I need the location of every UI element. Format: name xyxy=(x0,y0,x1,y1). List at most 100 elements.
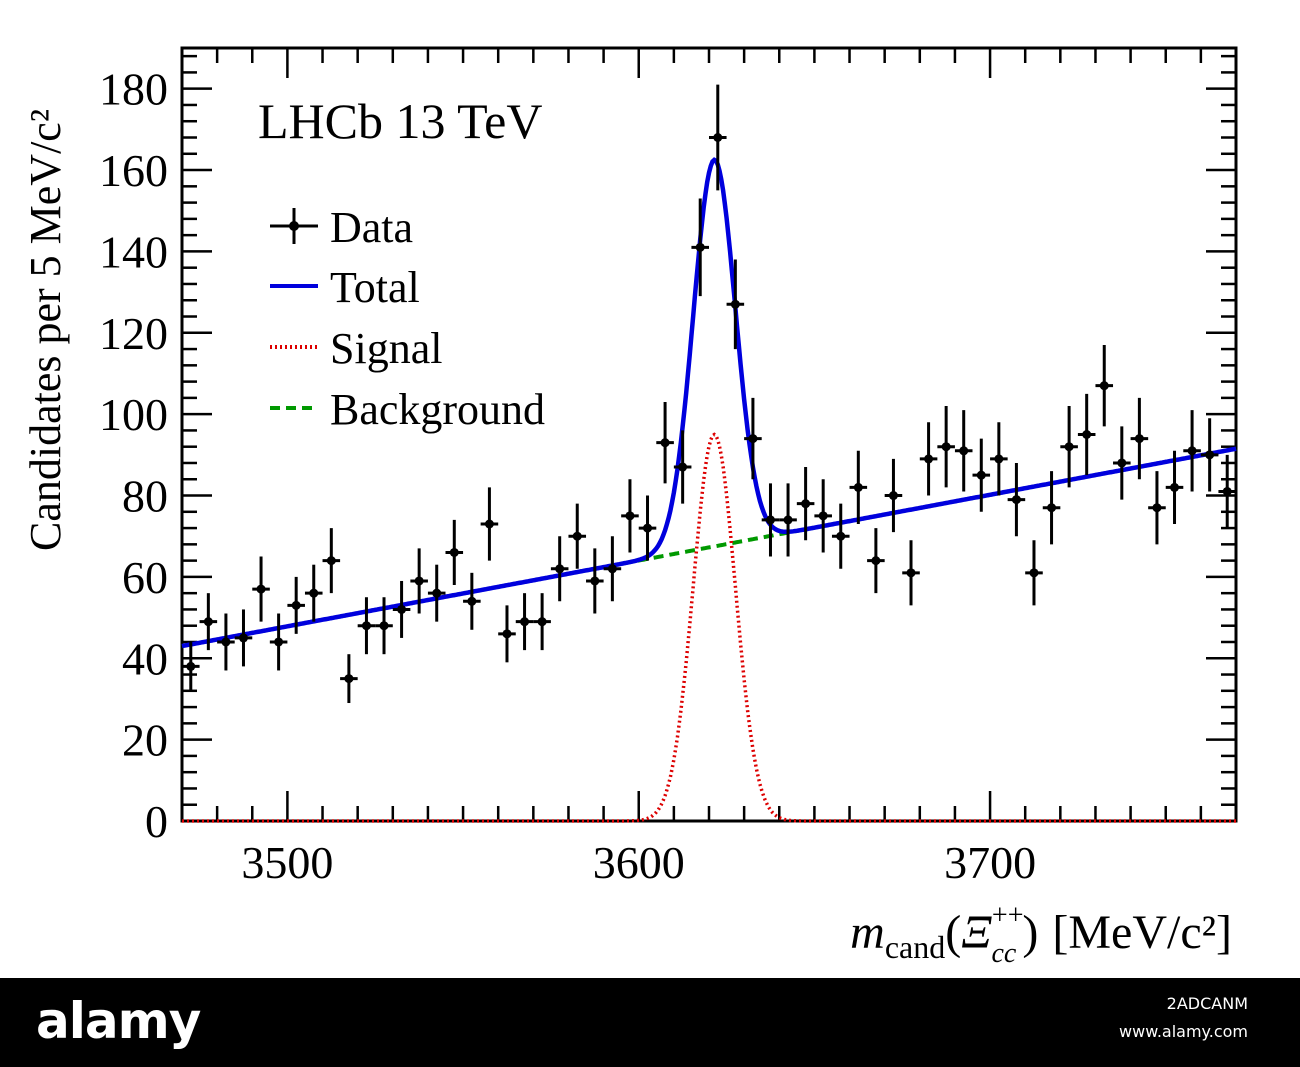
data-marker xyxy=(1064,442,1074,452)
data-point xyxy=(269,613,288,671)
data-marker xyxy=(836,531,846,541)
data-point xyxy=(1042,471,1061,545)
data-marker xyxy=(344,674,354,684)
data-point xyxy=(1148,471,1166,545)
data-marker xyxy=(906,568,916,578)
data-point xyxy=(954,410,973,492)
mass-spectrum-chart: 0 20 40 60 80 100 120 140 160 180 3500 3600 3700 LH… xyxy=(21,46,1238,969)
data-marker xyxy=(590,576,600,586)
experiment-label: LHCb 13 TeV xyxy=(258,93,542,149)
legend-total-label: Total xyxy=(330,263,420,312)
data-marker xyxy=(397,604,407,614)
data-marker xyxy=(1205,450,1215,460)
data-marker xyxy=(502,629,512,639)
site-url: www.alamy.com xyxy=(1119,1022,1248,1041)
data-point xyxy=(884,458,903,533)
data-point xyxy=(779,483,797,557)
data-point xyxy=(1060,406,1078,488)
data-point xyxy=(990,422,1008,496)
watermark-logo: alamy xyxy=(36,992,201,1050)
data-marker xyxy=(818,511,828,521)
data-marker xyxy=(186,661,196,671)
data-point xyxy=(937,406,955,488)
data-point xyxy=(427,564,446,622)
data-point xyxy=(603,536,622,602)
y-tick-label: 120 xyxy=(99,308,168,359)
y-tick-label: 140 xyxy=(99,226,168,277)
fit-curves xyxy=(181,157,1237,823)
data-point xyxy=(357,597,376,655)
data-marker xyxy=(467,596,477,606)
data-marker xyxy=(1134,434,1144,444)
data-point xyxy=(287,576,305,634)
data-marker xyxy=(238,633,248,643)
data-marker xyxy=(1222,486,1232,496)
data-marker xyxy=(1170,482,1180,492)
data-point xyxy=(638,495,657,561)
data-marker xyxy=(678,462,688,472)
data-marker xyxy=(643,523,653,533)
data-point xyxy=(849,450,868,525)
data-marker xyxy=(924,454,934,464)
legend-data-label: Data xyxy=(330,203,413,252)
data-marker xyxy=(221,637,231,647)
y-tick-label: 60 xyxy=(122,552,168,603)
data-marker xyxy=(291,600,301,610)
data-marker xyxy=(537,617,547,627)
data-marker xyxy=(607,564,617,574)
data-point xyxy=(1183,410,1201,492)
data-marker xyxy=(941,442,951,452)
y-tick-label: 0 xyxy=(145,796,168,847)
data-point xyxy=(796,467,815,541)
legend-data-marker xyxy=(270,208,318,244)
data-point xyxy=(902,540,920,606)
data-point xyxy=(340,654,358,704)
data-point xyxy=(1200,418,1219,492)
data-point xyxy=(1130,397,1149,480)
data-point xyxy=(515,593,534,651)
data-point xyxy=(709,84,727,191)
data-point xyxy=(814,479,832,553)
data-marker xyxy=(484,519,494,529)
data-marker xyxy=(994,454,1004,464)
data-marker xyxy=(695,242,705,252)
data-point xyxy=(831,503,850,569)
data-marker xyxy=(801,499,811,509)
data-point xyxy=(550,536,569,602)
y-tick-label: 40 xyxy=(122,633,168,684)
data-point xyxy=(182,641,200,691)
data-point xyxy=(656,401,674,484)
data-marker xyxy=(1029,568,1039,578)
data-marker xyxy=(256,584,266,594)
data-point xyxy=(1025,540,1043,606)
data-points xyxy=(182,84,1236,704)
x-tick-label: 3500 xyxy=(241,837,333,888)
data-point xyxy=(867,528,885,594)
data-point xyxy=(1113,426,1131,500)
watermark-footer: alamy 2ADCANM www.alamy.com xyxy=(0,978,1300,1067)
legend-signal-label: Signal xyxy=(330,324,442,373)
data-marker xyxy=(1099,381,1109,391)
data-point xyxy=(252,556,270,622)
data-marker xyxy=(555,564,565,574)
y-tick-labels: 0 20 40 60 80 100 120 140 160 180 xyxy=(99,64,168,847)
y-tick-label: 160 xyxy=(99,145,168,196)
data-point xyxy=(726,259,745,350)
data-point xyxy=(621,479,639,553)
data-point xyxy=(234,609,253,667)
x-tick-label: 3700 xyxy=(944,837,1036,888)
data-marker xyxy=(572,531,582,541)
data-marker xyxy=(326,556,336,566)
data-marker xyxy=(888,491,898,501)
data-marker xyxy=(1117,458,1127,468)
x-axis-title: mcand(Ξ++ cc) [MeV/c²] xyxy=(850,900,1232,969)
data-point xyxy=(761,483,780,557)
data-point xyxy=(919,422,938,496)
data-marker xyxy=(309,588,319,598)
data-marker xyxy=(361,621,371,631)
y-tick-label: 80 xyxy=(122,471,168,522)
data-marker xyxy=(432,588,442,598)
data-marker xyxy=(713,133,723,143)
data-marker xyxy=(1082,430,1092,439)
data-marker xyxy=(520,617,530,627)
